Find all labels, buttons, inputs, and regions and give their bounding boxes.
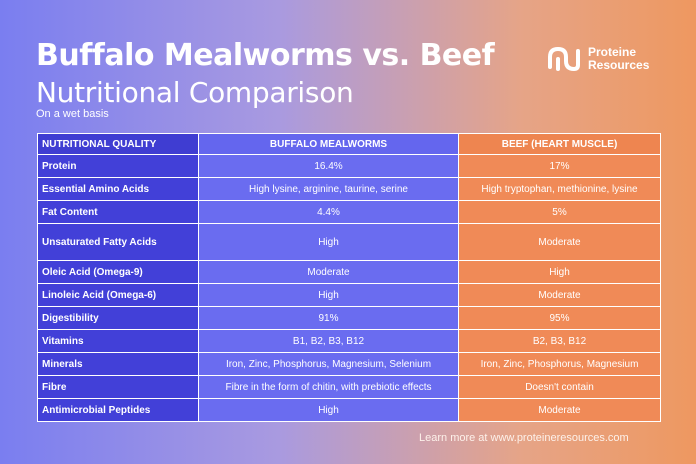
table-header-row: NUTRITIONAL QUALITY BUFFALO MEALWORMS BE… [37, 133, 661, 155]
page-subtitle: Nutritional Comparison [36, 76, 354, 109]
header-mealworms: BUFFALO MEALWORMS [198, 133, 459, 155]
mealworm-cell: 4.4% [198, 200, 459, 224]
table-row: Antimicrobial Peptides High Moderate [37, 398, 661, 422]
quality-cell: Fibre [37, 375, 199, 399]
quality-cell: Linoleic Acid (Omega-6) [37, 283, 199, 307]
quality-cell: Fat Content [37, 200, 199, 224]
quality-cell: Protein [37, 154, 199, 178]
beef-cell: High tryptophan, methionine, lysine [458, 177, 661, 201]
beef-cell: Doesn't contain [458, 375, 661, 399]
basis-note: On a wet basis [36, 108, 109, 120]
beef-cell: Moderate [458, 283, 661, 307]
table-row: Vitamins B1, B2, B3, B12 B2, B3, B12 [37, 329, 661, 353]
table-row: Oleic Acid (Omega-9) Moderate High [37, 260, 661, 284]
mealworm-cell: High lysine, arginine, taurine, serine [198, 177, 459, 201]
mealworm-cell: Iron, Zinc, Phosphorus, Magnesium, Selen… [198, 352, 459, 376]
beef-cell: High [458, 260, 661, 284]
comparison-table: NUTRITIONAL QUALITY BUFFALO MEALWORMS BE… [37, 133, 661, 422]
brand-line1: Proteine [588, 45, 637, 59]
page-title: Buffalo Mealworms vs. Beef [36, 38, 495, 73]
table-row: Protein 16.4% 17% [37, 154, 661, 178]
header-beef: BEEF (HEART MUSCLE) [458, 133, 661, 155]
table-row: Unsaturated Fatty Acids High Moderate [37, 223, 661, 261]
beef-cell: Moderate [458, 223, 661, 261]
mealworm-cell: High [198, 223, 459, 261]
quality-cell: Unsaturated Fatty Acids [37, 223, 199, 261]
beef-cell: Iron, Zinc, Phosphorus, Magnesium [458, 352, 661, 376]
footer-link[interactable]: Learn more at www.proteineresources.com [419, 432, 629, 444]
mealworm-cell: Moderate [198, 260, 459, 284]
table-row: Linoleic Acid (Omega-6) High Moderate [37, 283, 661, 307]
mealworm-cell: 91% [198, 306, 459, 330]
quality-cell: Oleic Acid (Omega-9) [37, 260, 199, 284]
quality-cell: Minerals [37, 352, 199, 376]
brand-logo: Proteine Resources [547, 45, 649, 73]
mealworm-cell: High [198, 398, 459, 422]
header-quality: NUTRITIONAL QUALITY [37, 133, 199, 155]
beef-cell: 95% [458, 306, 661, 330]
mealworm-cell: High [198, 283, 459, 307]
proteine-logo-icon [548, 47, 580, 71]
beef-cell: 17% [458, 154, 661, 178]
mealworm-cell: Fibre in the form of chitin, with prebio… [198, 375, 459, 399]
quality-cell: Antimicrobial Peptides [37, 398, 199, 422]
quality-cell: Digestibility [37, 306, 199, 330]
mealworm-cell: B1, B2, B3, B12 [198, 329, 459, 353]
brand-line2: Resources [588, 58, 650, 72]
beef-cell: Moderate [458, 398, 661, 422]
quality-cell: Vitamins [37, 329, 199, 353]
table-row: Fat Content 4.4% 5% [37, 200, 661, 224]
brand-name: Proteine Resources [588, 46, 649, 72]
table-row: Minerals Iron, Zinc, Phosphorus, Magnesi… [37, 352, 661, 376]
mealworm-cell: 16.4% [198, 154, 459, 178]
table-row: Essential Amino Acids High lysine, argin… [37, 177, 661, 201]
table-row: Fibre Fibre in the form of chitin, with … [37, 375, 661, 399]
quality-cell: Essential Amino Acids [37, 177, 199, 201]
beef-cell: 5% [458, 200, 661, 224]
beef-cell: B2, B3, B12 [458, 329, 661, 353]
table-row: Digestibility 91% 95% [37, 306, 661, 330]
